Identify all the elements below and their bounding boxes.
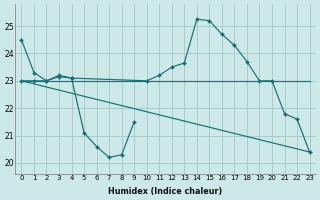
- X-axis label: Humidex (Indice chaleur): Humidex (Indice chaleur): [108, 187, 223, 196]
